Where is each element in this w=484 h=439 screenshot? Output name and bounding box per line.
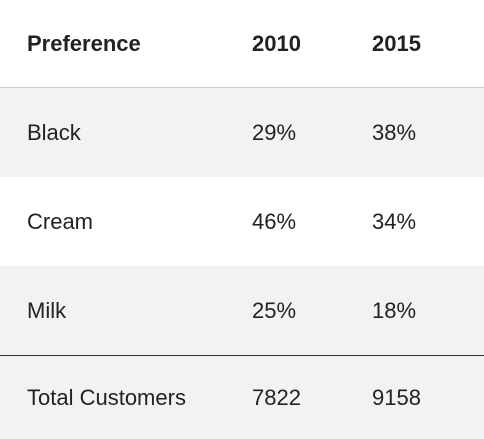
row-value-2015: 34% [372,208,417,234]
table-row: Black 29% 38% [0,88,484,177]
row-label: Cream [27,208,94,234]
total-label: Total Customers [27,384,186,410]
row-value-2015: 38% [372,119,417,145]
header-2015: 2015 [372,30,421,56]
table-row: Cream 46% 34% [0,177,484,266]
row-label: Black [27,119,81,145]
table-header-row: Preference 2010 2015 [0,0,484,88]
table-total-row: Total Customers 7822 9158 [0,355,484,439]
header-preference: Preference [27,30,141,56]
row-label: Milk [27,297,67,323]
row-value-2015: 18% [372,297,417,323]
header-2010: 2010 [252,30,301,56]
row-value-2010: 29% [252,119,297,145]
table-row: Milk 25% 18% [0,266,484,355]
total-value-2015: 9158 [372,384,421,410]
total-value-2010: 7822 [252,384,301,410]
row-value-2010: 46% [252,208,297,234]
row-value-2010: 25% [252,297,297,323]
